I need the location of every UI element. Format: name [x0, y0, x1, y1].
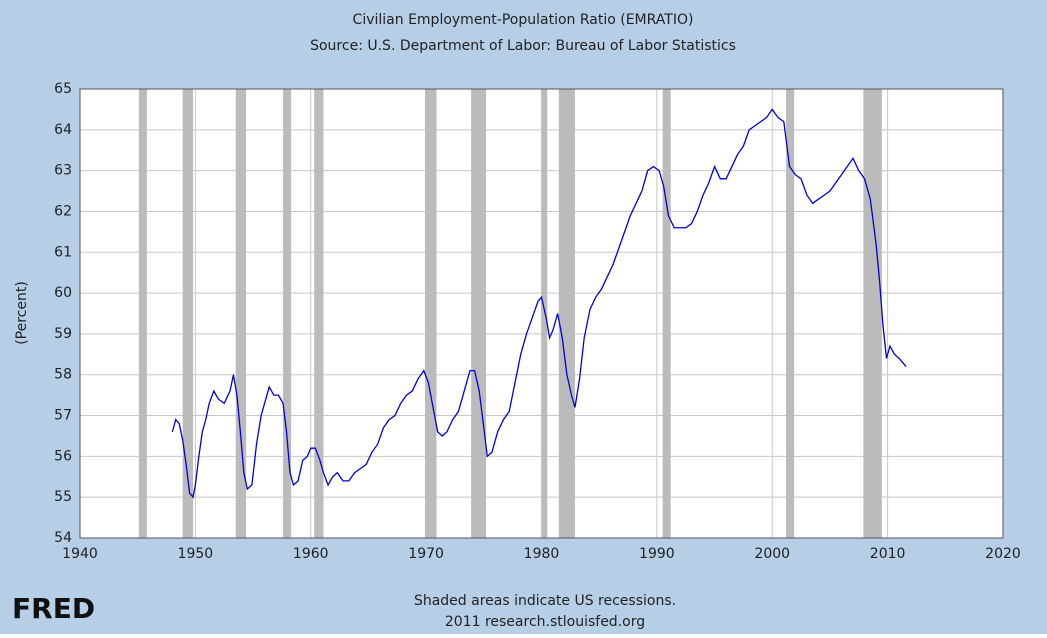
recession-band — [283, 89, 292, 538]
x-tick-label: 1980 — [524, 546, 560, 562]
y-tick-label: 62 — [54, 203, 72, 219]
y-tick-label: 60 — [54, 285, 72, 301]
x-tick-label: 1990 — [639, 546, 675, 562]
chart-subtitle: Source: U.S. Department of Labor: Bureau… — [310, 38, 736, 54]
x-tick-label: 1950 — [178, 546, 214, 562]
y-tick-label: 58 — [54, 367, 72, 383]
x-tick-label: 2010 — [870, 546, 906, 562]
data-line — [171, 108, 907, 499]
y-tick-label: 54 — [54, 530, 72, 546]
logo: FRED — [12, 592, 95, 625]
y-tick-label: 63 — [54, 163, 72, 179]
chart-title: Civilian Employment-Population Ratio (EM… — [353, 12, 694, 28]
y-tick-label: 59 — [54, 326, 72, 342]
y-tick-label: 57 — [54, 408, 72, 424]
y-axis-label: (Percent) — [14, 281, 30, 345]
recession-band — [541, 89, 548, 538]
recession-band — [182, 89, 194, 538]
y-tick-label: 64 — [54, 122, 72, 138]
recession-band — [863, 89, 882, 538]
recession-band — [471, 89, 487, 538]
y-tick-label: 61 — [54, 244, 72, 260]
recession-band — [786, 89, 795, 538]
x-tick-label: 1960 — [293, 546, 329, 562]
x-tick-label: 2020 — [985, 546, 1021, 562]
recession-band — [138, 89, 147, 538]
recession-band — [235, 89, 247, 538]
x-tick-label: 1970 — [408, 546, 444, 562]
y-tick-label: 56 — [54, 448, 72, 464]
x-tick-label: 2000 — [754, 546, 790, 562]
y-tick-label: 55 — [54, 489, 72, 505]
note: Shaded areas indicate US recessions. — [414, 593, 676, 609]
recession-band — [662, 89, 671, 538]
source: 2011 research.stlouisfed.org — [445, 614, 645, 630]
x-tick-label: 1940 — [62, 546, 98, 562]
recession-band — [424, 89, 437, 538]
y-tick-label: 65 — [54, 81, 72, 97]
recession-band — [558, 89, 575, 538]
recession-band — [314, 89, 324, 538]
plot-border — [79, 88, 1004, 539]
